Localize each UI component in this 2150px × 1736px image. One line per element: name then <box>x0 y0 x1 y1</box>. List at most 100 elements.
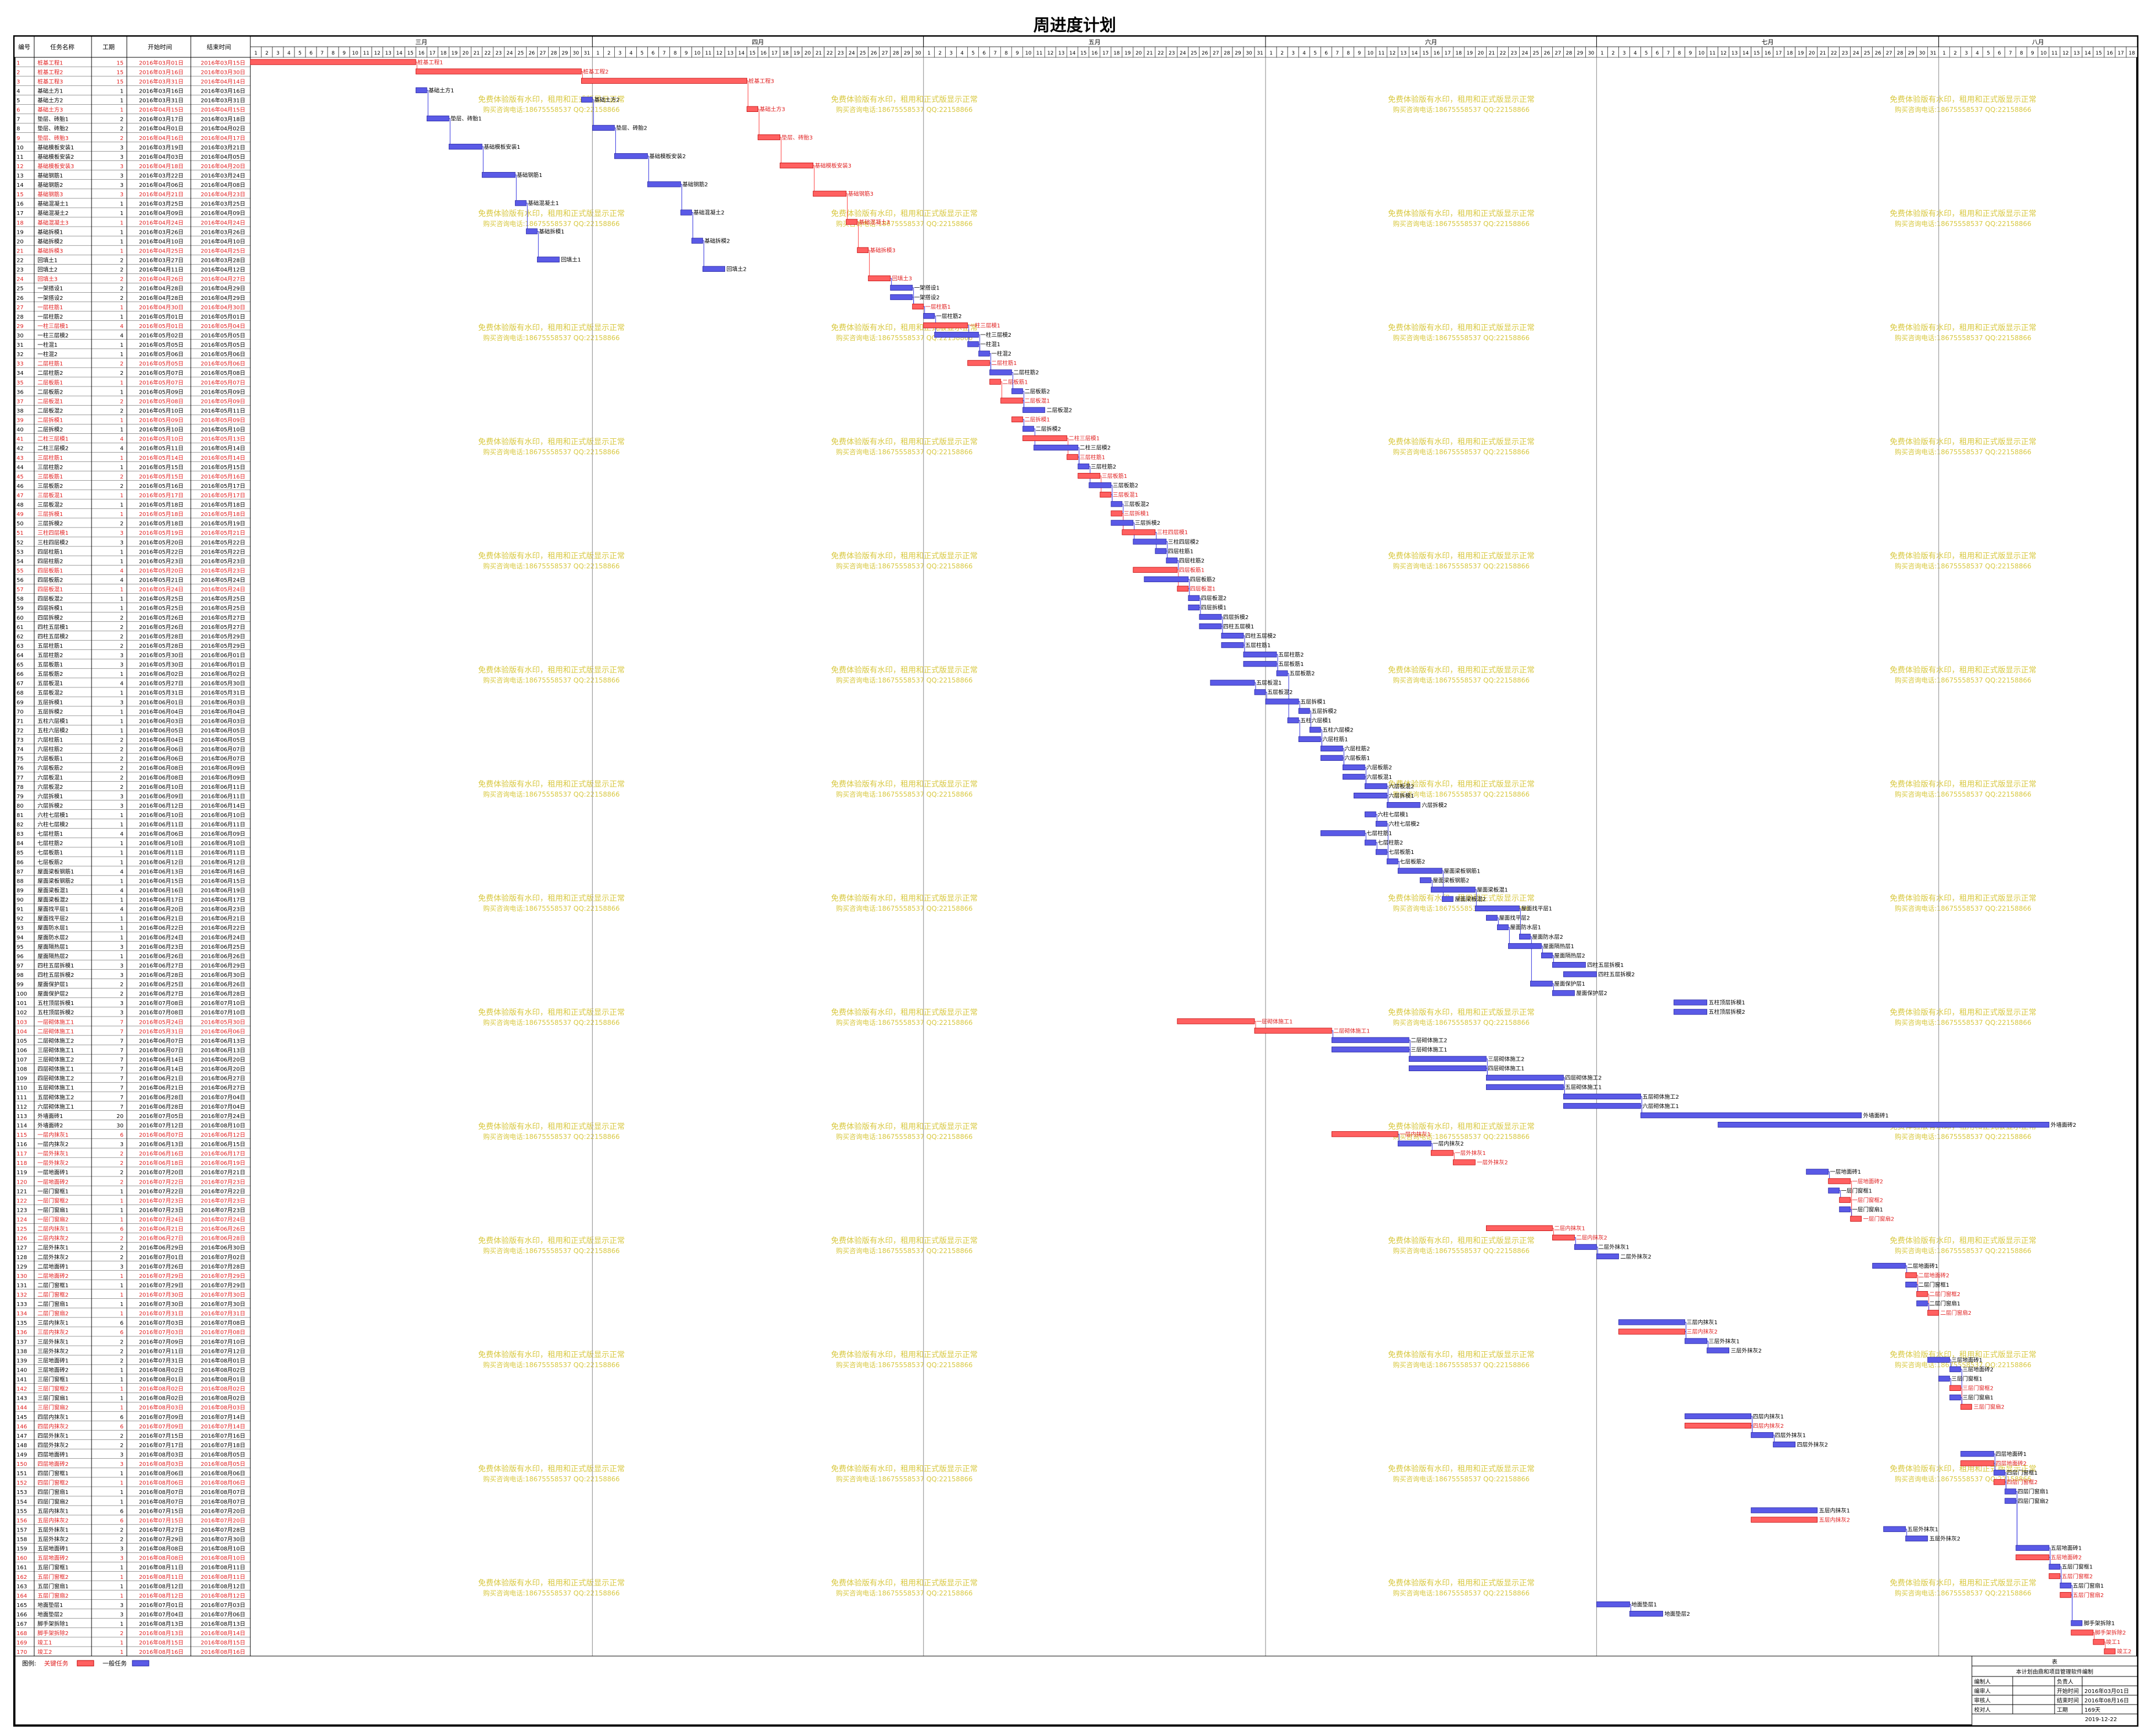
task-bar <box>614 153 648 159</box>
task-end: 2016年06月01日 <box>201 652 245 659</box>
task-bar-label: 屋面梁板钢筋1 <box>1444 867 1480 874</box>
task-id: 64 <box>17 653 24 659</box>
task-id: 66 <box>17 671 24 678</box>
task-end: 2016年06月25日 <box>201 943 245 950</box>
task-start: 2016年07月15日 <box>139 1517 184 1524</box>
watermark-line1: 免费体验版有水印，租用和正式版显示正常 <box>1890 95 2036 104</box>
info-box-cell: 负责人 <box>2057 1678 2073 1685</box>
month-label: 七月 <box>1762 39 1774 46</box>
task-id: 49 <box>17 512 24 518</box>
dependency-link <box>2104 1641 2106 1649</box>
task-end: 2016年03月24日 <box>201 172 245 179</box>
task-bar-label: 五层外抹灰1 <box>1907 1525 1938 1533</box>
task-id: 88 <box>17 878 24 884</box>
dependency-link <box>1365 776 1366 783</box>
task-name: 基础钢筋2 <box>37 181 63 189</box>
task-name: 四层柱筋2 <box>37 557 63 565</box>
task-name: 桩基工程2 <box>37 68 63 76</box>
task-end: 2016年05月17日 <box>201 492 245 499</box>
task-duration: 30 <box>116 1123 124 1129</box>
task-name: 六层砌体施工1 <box>37 1103 74 1110</box>
task-name: 基础混凝土3 <box>37 219 68 226</box>
dependency-link <box>1640 1105 1642 1112</box>
day-label: 19 <box>1124 51 1131 56</box>
task-duration: 1 <box>120 1189 124 1195</box>
task-duration: 4 <box>120 333 124 339</box>
watermark-line2: 购买咨询电话:18675558537 QQ:22158866 <box>1393 105 1530 114</box>
task-name: 基础模板安装1 <box>37 144 74 151</box>
table-header: 编号 任务名称 工期 开始时间 结束时间 <box>14 36 251 58</box>
task-id: 141 <box>17 1377 27 1383</box>
task-bar-label: 四层柱筋2 <box>1179 557 1204 564</box>
watermark-line2: 购买咨询电话:18675558537 QQ:22158866 <box>836 1246 973 1255</box>
task-start: 2016年08月02日 <box>139 1385 184 1393</box>
task-end: 2016年06月03日 <box>201 717 245 724</box>
task-duration: 1 <box>120 859 124 866</box>
day-label: 23 <box>496 51 502 56</box>
dependency-link <box>2060 1576 2062 1583</box>
task-start: 2016年07月31日 <box>139 1310 184 1317</box>
day-label: 9 <box>1358 51 1361 56</box>
task-bar-label: 三层拆模1 <box>1124 510 1149 517</box>
task-id: 115 <box>17 1132 27 1138</box>
task-end: 2016年05月06日 <box>201 360 245 367</box>
task-bar-label: 六层板筋2 <box>1366 764 1392 771</box>
day-label: 13 <box>2073 51 2079 56</box>
watermark-line2: 购买咨询电话:18675558537 QQ:22158866 <box>483 904 620 912</box>
task-bar <box>691 238 703 244</box>
task-bar-label: 屋面梁板混2 <box>1455 896 1486 903</box>
task-id: 36 <box>17 389 24 395</box>
task-id: 120 <box>17 1179 27 1185</box>
day-label: 18 <box>440 51 447 56</box>
watermark-line1: 免费体验版有水印，租用和正式版显示正常 <box>1388 780 1535 789</box>
task-start: 2016年05月17日 <box>139 492 184 499</box>
task-end: 2016年07月10日 <box>201 999 245 1007</box>
task-duration: 3 <box>120 154 124 160</box>
task-bar-label: 四柱五层模1 <box>1223 623 1254 630</box>
day-label: 12 <box>716 51 722 56</box>
task-end: 2016年06月13日 <box>201 1046 245 1054</box>
info-box-cell: 169天 <box>2084 1707 2100 1713</box>
dependency-link <box>1321 739 1322 746</box>
task-start: 2016年05月05日 <box>139 341 184 348</box>
task-end: 2016年07月12日 <box>201 1347 245 1355</box>
task-id: 170 <box>17 1649 27 1656</box>
day-label: 10 <box>352 51 358 56</box>
task-end: 2016年07月08日 <box>201 1329 245 1336</box>
task-bar-label: 五层柱筋1 <box>1245 642 1270 649</box>
task-start: 2016年08月13日 <box>139 1620 184 1627</box>
task-id: 16 <box>17 201 24 207</box>
watermark-line1: 免费体验版有水印，租用和正式版显示正常 <box>478 894 625 903</box>
task-name: 一层柱筋1 <box>37 304 63 311</box>
day-label: 9 <box>2031 51 2034 56</box>
task-name: 二层地面砖1 <box>37 1263 68 1270</box>
task-duration: 6 <box>120 1518 124 1524</box>
task-end: 2016年05月14日 <box>201 454 245 461</box>
task-start: 2016年07月17日 <box>139 1442 184 1449</box>
task-id: 142 <box>17 1386 27 1393</box>
task-duration: 1 <box>120 418 124 424</box>
task-name: 三层外抹灰1 <box>37 1338 68 1345</box>
watermark-line2: 购买咨询电话:18675558537 QQ:22158866 <box>483 1246 620 1255</box>
task-id: 106 <box>17 1047 27 1054</box>
task-bar-label: 二柱三层模1 <box>1069 435 1100 442</box>
watermark-line2: 购买咨询电话:18675558537 QQ:22158866 <box>1895 1589 2031 1597</box>
day-label: 31 <box>584 51 590 56</box>
task-id: 51 <box>17 530 24 536</box>
task-end: 2016年07月28日 <box>201 1526 245 1533</box>
task-end: 2016年07月16日 <box>201 1432 245 1439</box>
task-bar-label: 基础土方3 <box>760 106 785 113</box>
task-duration: 15 <box>116 69 124 76</box>
task-end: 2016年04月29日 <box>201 294 245 302</box>
day-label: 14 <box>1412 51 1418 56</box>
task-id: 113 <box>17 1114 27 1120</box>
task-bar-label: 垫层、砖胎2 <box>616 125 647 132</box>
task-bar <box>1375 821 1387 827</box>
day-label: 16 <box>418 51 425 56</box>
task-bar <box>1408 1065 1487 1072</box>
task-start: 2016年05月31日 <box>139 1028 184 1035</box>
task-end: 2016年03月25日 <box>201 200 245 207</box>
watermark-line2: 购买咨询电话:18675558537 QQ:22158866 <box>836 1132 973 1141</box>
task-duration: 4 <box>120 869 124 875</box>
day-label: 18 <box>2128 51 2135 56</box>
